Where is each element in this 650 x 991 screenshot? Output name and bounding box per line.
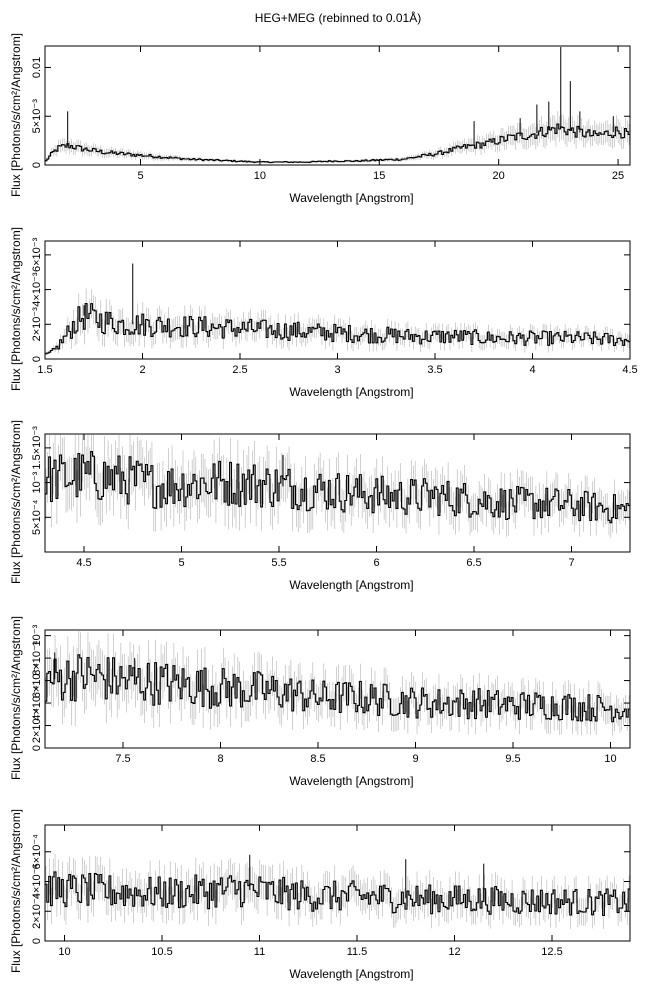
- x-axis-label: Wavelength [Angstrom]: [289, 385, 413, 399]
- x-tick-label: 11: [254, 946, 265, 958]
- y-tick-label: 5×10⁻⁴: [31, 499, 43, 535]
- y-axis-label: Flux [Photons/s/cm²/Angstrom]: [9, 616, 23, 780]
- y-axis-label: Flux [Photons/s/cm²/Angstrom]: [9, 420, 23, 584]
- x-tick-label: 7: [568, 557, 574, 569]
- x-tick-label: 5.5: [271, 557, 286, 569]
- chart-panel-5: 10 10.5 11 11.5 12 12.5 0 2×10⁻⁴4×10⁻⁴6×10⁻⁴ Wav…: [9, 809, 631, 981]
- y-axis-label: Flux [Photons/s/cm²/Angstrom]: [9, 809, 23, 973]
- chart-panel-2: 1.5 2 2.5 3 3.5 4 4.5 0 2×10⁻³4×10⁻³6×10⁻³ Wavele…: [9, 227, 638, 399]
- y-tick-label: 6×10⁻³: [31, 237, 43, 272]
- x-axis-label: Wavelength [Angstrom]: [289, 774, 413, 788]
- chart-panel-3: 4.5 5 5.5 6 6.5 7 5×10⁻⁴ 10⁻³1.5×10⁻³ Wavelength…: [9, 420, 631, 592]
- x-tick-label: 12: [448, 946, 460, 958]
- x-tick-label: 4: [529, 364, 535, 376]
- y-tick-label: 5×10⁻³: [31, 99, 43, 134]
- x-tick-label: 10: [58, 946, 70, 958]
- plot-frame: [44, 45, 631, 166]
- spectrum-line: [45, 654, 630, 723]
- y-tick-label: 2×10⁻³: [31, 307, 43, 342]
- error-bars: [45, 435, 630, 538]
- x-tick-label: 2.5: [232, 364, 247, 376]
- x-tick-label: 4.5: [76, 557, 91, 569]
- x-tick-label: 11.5: [347, 946, 368, 958]
- y-tick-label: 2×10⁻⁴: [31, 893, 43, 929]
- x-tick-label: 4.5: [622, 364, 637, 376]
- x-tick-label: 5: [178, 557, 184, 569]
- y-tick-label: 8×10⁻⁴: [31, 640, 43, 676]
- x-tick-label: 5: [137, 170, 143, 182]
- spectrum-line: [45, 302, 630, 355]
- y-tick-label: 6×10⁻⁴: [31, 663, 43, 699]
- x-tick-label: 9.5: [505, 753, 520, 765]
- x-axis-label: Wavelength [Angstrom]: [289, 967, 413, 981]
- y-tick-label: 10⁻³: [31, 471, 43, 493]
- y-tick-label: 4×10⁻⁴: [31, 685, 43, 721]
- y-tick-label: 0: [31, 162, 43, 168]
- y-tick-label: 0: [31, 938, 43, 944]
- spectrum-line: [45, 123, 630, 164]
- x-tick-label: 3: [334, 364, 340, 376]
- y-tick-label: 1.5×10⁻³: [31, 426, 43, 470]
- error-bars: [45, 111, 630, 164]
- y-tick-label: 0.01: [31, 57, 43, 78]
- plot-frame: [44, 433, 631, 553]
- spectrum-line: [45, 451, 630, 524]
- figure-title: HEG+MEG (rebinned to 0.01Å): [255, 10, 421, 25]
- x-axis-label: Wavelength [Angstrom]: [289, 578, 413, 592]
- y-tick-label: 4×10⁻⁴: [31, 864, 43, 900]
- x-tick-label: 15: [373, 170, 385, 182]
- x-tick-label: 12.5: [541, 946, 562, 958]
- x-tick-label: 10: [254, 170, 266, 182]
- chart-panel-4: 7.5 8 8.5 9 9.5 10 02×10⁻⁴4×10⁻⁴6×10⁻⁴8×10⁻⁴10…: [9, 616, 631, 788]
- error-bars: [45, 288, 630, 356]
- y-tick-label: 4×10⁻³: [31, 272, 43, 307]
- chart-panel-1: 5 10 15 20 25 0 5×10⁻³ 0.01 Wavelength [Angstrom…: [9, 33, 631, 205]
- x-tick-label: 20: [493, 170, 505, 182]
- y-tick-label: 2×10⁻⁴: [31, 708, 43, 744]
- y-tick-label: 0: [31, 745, 43, 751]
- x-tick-label: 2: [139, 364, 145, 376]
- x-tick-label: 1.5: [37, 364, 52, 376]
- x-tick-label: 10: [604, 753, 616, 765]
- x-tick-label: 6: [373, 557, 379, 569]
- x-tick-label: 7.5: [115, 753, 130, 765]
- spectrum-line: [45, 871, 630, 917]
- x-tick-label: 9: [412, 753, 418, 765]
- error-bars: [45, 853, 630, 930]
- y-tick-label: 6×10⁻⁴: [31, 834, 43, 870]
- x-tick-label: 6.5: [466, 557, 481, 569]
- y-tick-label: 10⁻³: [31, 624, 43, 646]
- x-tick-label: 25: [612, 170, 624, 182]
- plot-frame: [44, 629, 631, 749]
- y-tick-label: 0: [31, 356, 43, 362]
- x-tick-label: 10.5: [151, 946, 172, 958]
- y-axis-label: Flux [Photons/s/cm²/Angstrom]: [9, 227, 23, 391]
- y-axis-label: Flux [Photons/s/cm²/Angstrom]: [9, 33, 23, 197]
- x-axis-label: Wavelength [Angstrom]: [289, 191, 413, 205]
- x-tick-label: 8: [217, 753, 223, 765]
- plot-frame: [44, 824, 631, 942]
- x-tick-label: 3.5: [427, 364, 442, 376]
- x-tick-label: 8.5: [310, 753, 325, 765]
